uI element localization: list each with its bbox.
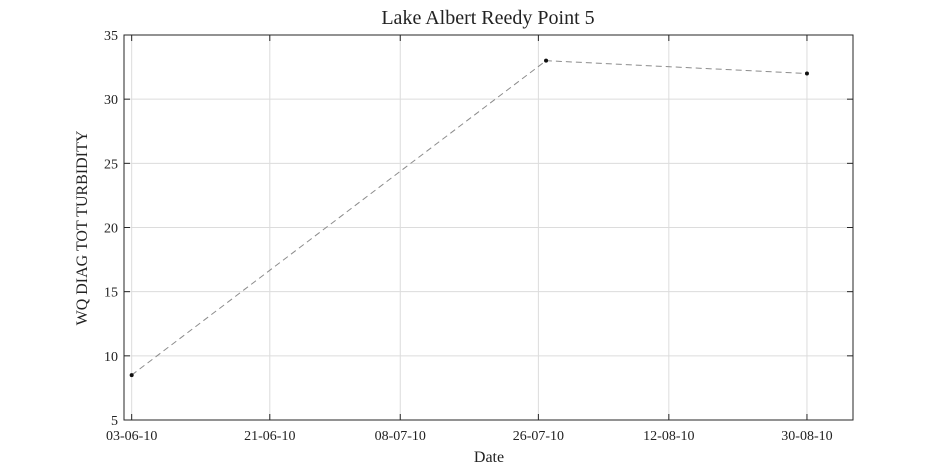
x-tick-label: 08-07-10: [375, 429, 426, 444]
y-tick-label: 15: [104, 286, 118, 301]
chart-title: Lake Albert Reedy Point 5: [381, 7, 594, 29]
x-tick-label: 21-06-10: [244, 429, 295, 444]
x-tick-label: 12-08-10: [643, 429, 694, 444]
x-axis-label: Date: [474, 449, 504, 466]
y-tick-label: 30: [104, 93, 118, 108]
series-layer: [129, 58, 809, 378]
data-point: [544, 58, 549, 63]
y-axis-label: WQ DIAG TOT TURBIDITY: [74, 130, 91, 325]
y-tick-label: 10: [104, 350, 118, 365]
y-tick-label: 35: [104, 29, 118, 44]
y-tick-label: 5: [111, 414, 118, 429]
data-point: [129, 373, 134, 378]
series-line: [131, 60, 807, 376]
axis-ticks: 03-06-10 21-06-10 08-07-10 26-07-10 12-08-10…: [104, 29, 853, 444]
grid: [124, 34, 853, 421]
x-tick-label: 30-08-10: [781, 429, 832, 444]
y-tick-label: 25: [104, 157, 118, 172]
data-point: [804, 71, 809, 76]
x-tick-label: 03-06-10: [106, 429, 157, 444]
x-tick-label: 26-07-10: [513, 429, 564, 444]
y-tick-label: 20: [104, 222, 118, 237]
